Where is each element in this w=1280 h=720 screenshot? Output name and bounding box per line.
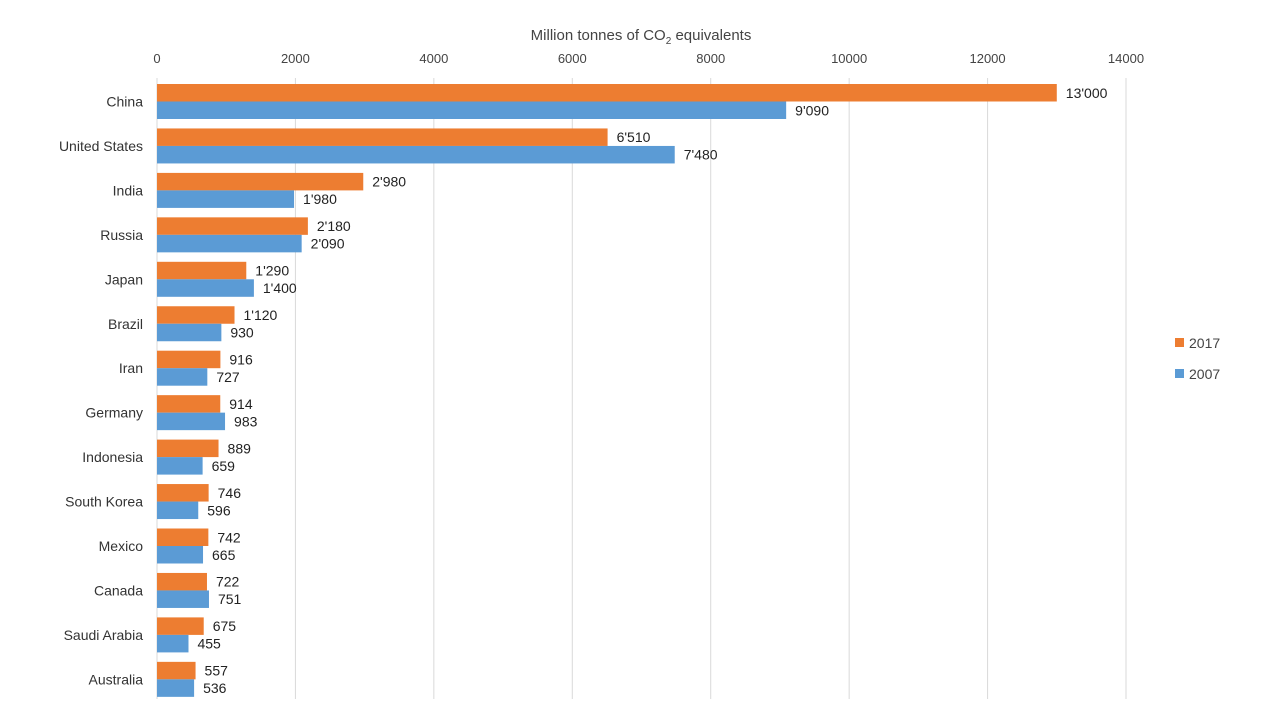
data-label-2017: 675: [213, 618, 237, 634]
x-tick-label: 2000: [281, 51, 310, 66]
category-label: Brazil: [108, 316, 143, 332]
x-axis-title: Million tonnes of CO2 equivalents: [531, 27, 752, 47]
bar-2007: [157, 323, 222, 342]
data-label-2017: 914: [229, 396, 253, 412]
data-label-2007: 455: [197, 636, 221, 652]
bar-2007: [157, 145, 675, 164]
bar-2017: [157, 439, 219, 458]
bar-2007: [157, 368, 208, 386]
x-tick-label: 6000: [558, 51, 587, 66]
data-label-2017: 2'980: [372, 174, 406, 190]
category-label: Mexico: [99, 538, 144, 554]
category-label: India: [113, 182, 144, 198]
data-label-2007: 7'480: [684, 147, 718, 163]
bar-2017: [157, 528, 209, 546]
data-label-2007: 536: [203, 680, 227, 696]
bar-2007: [157, 679, 195, 697]
category-label: Indonesia: [82, 449, 143, 465]
bar-2017: [157, 217, 308, 235]
data-label-2007: 930: [230, 325, 254, 341]
bar-2007: [157, 501, 199, 520]
data-label-2007: 1'980: [303, 191, 337, 207]
bar-2017: [157, 484, 209, 502]
bar-2017: [157, 128, 608, 146]
data-label-2017: 916: [229, 351, 253, 367]
gridlines: [156, 78, 1127, 699]
data-label-2017: 722: [216, 574, 240, 590]
data-label-2017: 6'510: [617, 129, 651, 145]
bar-2007: [157, 234, 302, 253]
bar-2017: [157, 261, 247, 280]
legend-label-2007: 2007: [1189, 366, 1220, 382]
category-label: United States: [59, 138, 143, 154]
data-label-2017: 746: [218, 485, 242, 501]
legend-swatch-2007: [1175, 369, 1184, 378]
category-label: Saudi Arabia: [64, 627, 144, 643]
bar-2017: [157, 84, 1057, 102]
x-axis-title-prefix: Million tonnes of CO: [531, 27, 666, 44]
legend-label-2017: 2017: [1189, 335, 1220, 351]
x-tick-label: 12000: [969, 51, 1005, 66]
bar-2017: [157, 172, 364, 191]
data-label-2007: 1'400: [263, 280, 297, 296]
bar-2007: [157, 546, 204, 564]
legend-swatch-2017: [1175, 338, 1184, 347]
data-label-2007: 665: [212, 547, 236, 563]
x-tick-labels: 0 2000 4000 6000 8000 10000 12000 14000: [153, 51, 1144, 66]
data-label-2007: 751: [218, 591, 242, 607]
data-label-2017: 889: [228, 440, 252, 456]
data-label-2007: 9'090: [795, 102, 829, 118]
data-label-2017: 1'290: [255, 263, 289, 279]
bar-2007: [157, 190, 295, 208]
data-label-2017: 2'180: [317, 218, 351, 234]
bar-2017: [157, 572, 207, 591]
bar-2007: [157, 101, 787, 119]
data-label-2007: 659: [212, 458, 236, 474]
bar-2007: [157, 634, 189, 653]
data-label-2017: 13'000: [1066, 85, 1108, 101]
category-label: China: [106, 94, 143, 110]
bar-2007: [157, 457, 203, 475]
category-labels: China United States India Russia Japan Brazil…: [59, 94, 143, 688]
data-label-2017: 557: [205, 663, 229, 679]
category-label: South Korea: [65, 494, 143, 510]
bar-2017: [157, 306, 235, 324]
category-label: Japan: [105, 271, 143, 287]
data-label-2007: 727: [216, 369, 240, 385]
x-tick-label: 0: [153, 51, 160, 66]
bar-2007: [157, 279, 254, 297]
data-label-2007: 983: [234, 413, 258, 429]
data-label-2007: 2'090: [311, 236, 345, 252]
x-tick-label: 14000: [1108, 51, 1144, 66]
x-axis-title-subscript: 2: [666, 36, 672, 47]
category-label: Australia: [89, 671, 144, 687]
data-labels: 13'000 9'090 6'510 7'480 2'980 1'980 2'180 2'09…: [197, 85, 1107, 696]
category-label: Canada: [94, 582, 143, 598]
legend: 2017 2007: [1175, 335, 1220, 382]
bar-2017: [157, 617, 204, 635]
category-label: Germany: [85, 405, 143, 421]
bar-2017: [157, 350, 221, 369]
data-label-2017: 742: [217, 529, 241, 545]
data-label-2017: 1'120: [244, 307, 278, 323]
bar-2017: [157, 661, 196, 680]
x-tick-label: 10000: [831, 51, 867, 66]
data-label-2007: 596: [207, 502, 231, 518]
bar-2017: [157, 395, 221, 413]
bar-2007: [157, 590, 209, 608]
category-label: Iran: [119, 360, 143, 376]
x-axis-title-suffix: equivalents: [671, 27, 751, 44]
bar-2007: [157, 412, 226, 431]
bars: [157, 84, 1057, 697]
x-tick-label: 4000: [419, 51, 448, 66]
category-label: Russia: [100, 227, 143, 243]
x-tick-label: 8000: [696, 51, 725, 66]
